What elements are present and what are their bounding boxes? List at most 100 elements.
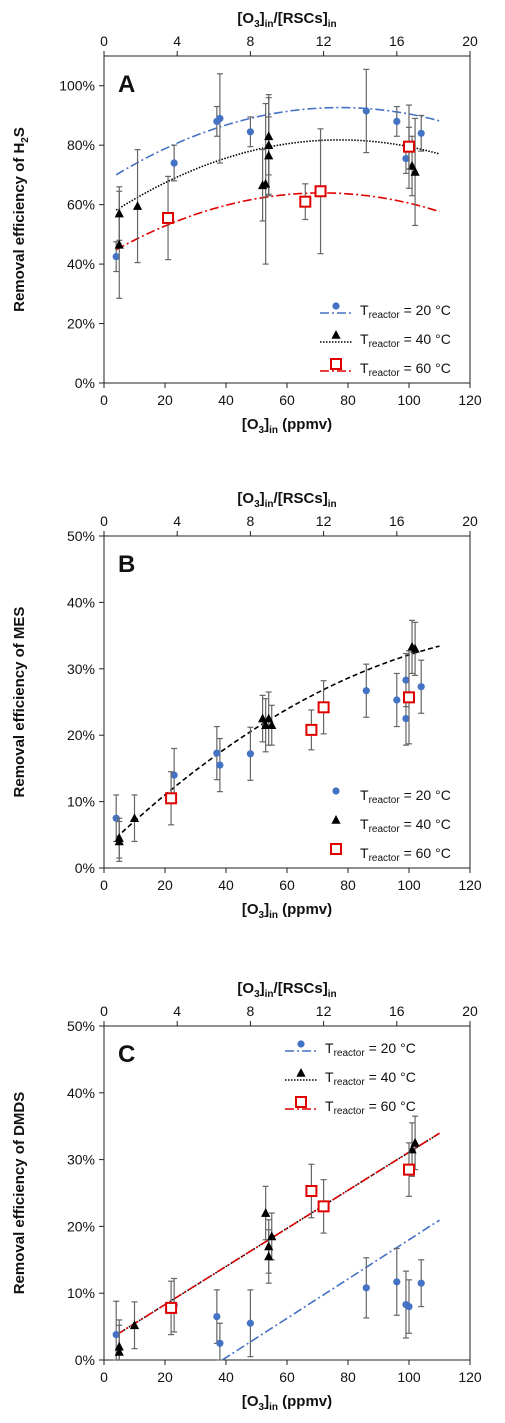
x-axis-title: [O3]in (ppmv) [242, 1393, 332, 1413]
data-point [258, 713, 268, 723]
data-point [114, 239, 124, 249]
text-part: = 40 °C [400, 816, 451, 832]
text-part: = 40 °C [365, 1069, 416, 1085]
text-part: 3 [259, 425, 265, 436]
legend-marker [331, 815, 341, 824]
y-tick-label: 40% [67, 594, 95, 610]
text-part: = 20 °C [400, 302, 451, 318]
text-part: in [269, 910, 278, 921]
text-part: in [269, 425, 278, 436]
text-part: reactor [369, 339, 401, 350]
y-tick-label: 20% [67, 727, 95, 743]
x2-tick-label: 8 [247, 33, 255, 49]
text-part: ] [264, 901, 269, 918]
legend-label: Treactor = 20 °C [360, 302, 451, 321]
text-part: ] [264, 416, 269, 433]
text-part: /[RSCs] [274, 10, 328, 27]
data-point [165, 1301, 178, 1314]
text-part: ] [260, 490, 265, 507]
text-part: 3 [254, 989, 260, 1000]
data-point [246, 1319, 254, 1327]
x2-tick-label: 20 [462, 33, 478, 49]
x-tick-label: 20 [157, 877, 173, 893]
text-part: 3 [254, 499, 260, 510]
data-point [165, 792, 178, 805]
data-point [407, 160, 417, 170]
text-part: T [360, 302, 369, 318]
x-tick-label: 100 [397, 1369, 421, 1385]
x2-tick-label: 4 [173, 33, 181, 49]
y-tick-label: 60% [67, 197, 95, 213]
data-point [393, 696, 401, 704]
text-part: reactor [369, 368, 401, 379]
data-point [114, 1346, 124, 1356]
chart-panel-c: 0 20 40 60 80 100 120 0 4 8 12 16 20 0% 10% 20% 30% 40% 50… [11, 980, 482, 1413]
x-tick-label: 40 [218, 392, 234, 408]
text-part: ] [260, 10, 265, 27]
data-point [216, 761, 224, 769]
text-part: (ppmv) [278, 416, 332, 433]
x2-axis-title: [O3]in/[RSCs]in [237, 980, 336, 1000]
text-part: = 20 °C [365, 1040, 416, 1056]
text-part: [O [242, 901, 259, 918]
data-point [317, 701, 330, 714]
y-tick-label: 80% [67, 137, 95, 153]
data-point [264, 140, 274, 149]
data-point [403, 140, 415, 153]
x-tick-label: 20 [157, 1369, 173, 1385]
x2-tick-label: 12 [316, 33, 332, 49]
data-point [299, 195, 312, 208]
y-axis-title: Removal efficiency of H2S [11, 127, 31, 312]
x2-tick-label: 0 [100, 33, 108, 49]
x2-tick-label: 16 [389, 513, 405, 529]
legend-label: Treactor = 60 °C [325, 1098, 416, 1117]
data-point [407, 1144, 417, 1154]
x-tick-label: 120 [458, 392, 482, 408]
data-point [264, 150, 274, 160]
text-part: = 40 °C [400, 331, 451, 347]
y-tick-label: 30% [67, 1152, 95, 1168]
x-tick-label: 40 [218, 1369, 234, 1385]
data-point [267, 720, 277, 730]
data-point [410, 166, 420, 176]
text-part: (ppmv) [278, 901, 332, 918]
legend-label: Treactor = 40 °C [325, 1069, 416, 1088]
y-tick-label: 10% [67, 794, 95, 810]
data-point [129, 813, 140, 822]
text-part: = 60 °C [365, 1098, 416, 1114]
legend-marker [330, 843, 342, 855]
data-point [403, 691, 415, 704]
text-part: ] [264, 1393, 269, 1410]
text-part: reactor [369, 795, 401, 806]
text-part: reactor [369, 310, 401, 321]
x2-tick-label: 16 [389, 1003, 405, 1019]
x-tick-label: 100 [397, 392, 421, 408]
data-point [305, 1184, 318, 1197]
legend-label: Treactor = 60 °C [360, 845, 451, 864]
data-point [393, 1278, 401, 1286]
x2-tick-label: 8 [247, 1003, 255, 1019]
data-point [112, 814, 120, 822]
data-point [216, 1339, 224, 1347]
text-part: reactor [369, 853, 401, 864]
x2-axis-title: [O3]in/[RSCs]in [237, 490, 336, 510]
x2-tick-label: 0 [100, 1003, 108, 1019]
data-point [264, 1241, 274, 1251]
legend-label: Treactor = 40 °C [360, 331, 451, 350]
x2-tick-label: 8 [247, 513, 255, 529]
fit-curve-series-1 [115, 139, 440, 211]
y-tick-label: 10% [67, 1285, 95, 1301]
data-point [132, 201, 143, 210]
data-point [410, 1137, 420, 1147]
data-point [170, 771, 178, 779]
x-axis-title: [O3]in (ppmv) [242, 416, 332, 436]
text-part: T [360, 331, 369, 347]
y-tick-label: 20% [67, 316, 95, 332]
text-part: T [360, 787, 369, 803]
series-0 [112, 1247, 425, 1361]
fit-line-series-2 [115, 1132, 440, 1336]
text-part: T [360, 845, 369, 861]
panel-letter: C [118, 1041, 135, 1068]
data-point [417, 1279, 425, 1287]
